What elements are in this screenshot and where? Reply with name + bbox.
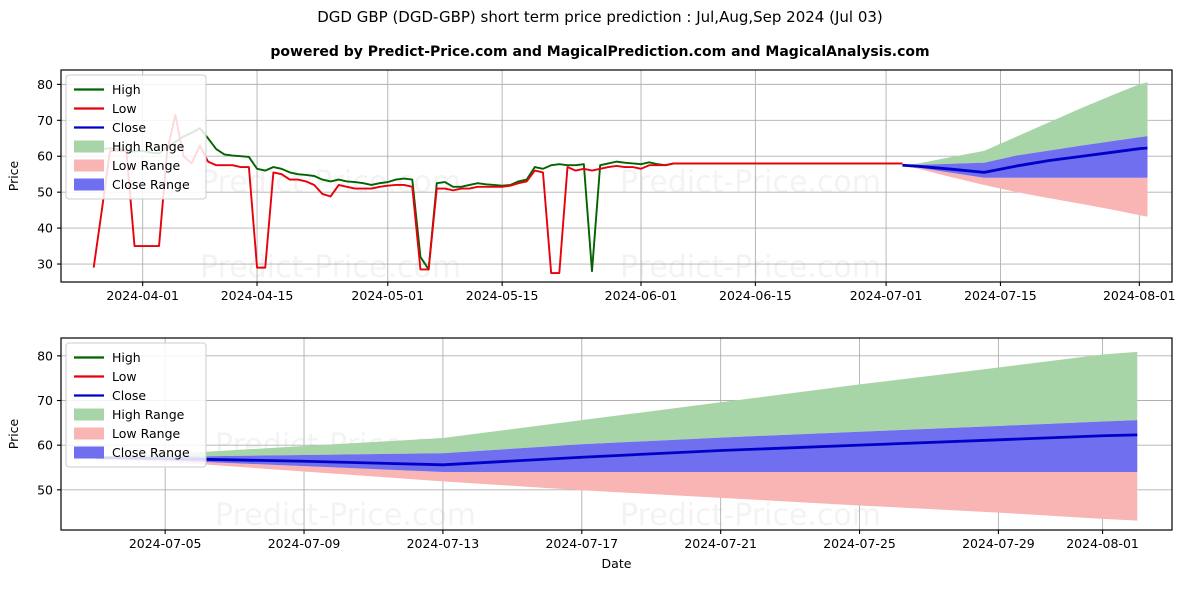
close-series-line bbox=[902, 146, 1148, 174]
legend-item[interactable]: High Range bbox=[74, 407, 185, 422]
y-tick-label: 80 bbox=[37, 77, 53, 92]
x-tick-label: 2024-05-15 bbox=[466, 288, 539, 303]
legend-label: Low bbox=[112, 101, 137, 116]
watermark-text: Predict-Price.com bbox=[200, 250, 461, 285]
plot-frame bbox=[60, 69, 1173, 283]
y-tick-label: 50 bbox=[37, 482, 53, 497]
legend-item[interactable]: High bbox=[74, 350, 141, 365]
legend-item[interactable]: High Range bbox=[74, 139, 185, 154]
close-range-band bbox=[95, 420, 1138, 472]
y-tick-label: 30 bbox=[37, 257, 53, 272]
high-range-band bbox=[902, 82, 1148, 166]
legend-item[interactable]: Close Range bbox=[74, 445, 190, 460]
legend-patch-swatch bbox=[74, 140, 104, 153]
x-tick-label: 2024-06-01 bbox=[605, 288, 678, 303]
legend-item[interactable]: Close bbox=[74, 120, 146, 135]
legend-label: High Range bbox=[112, 407, 185, 422]
legend-label: High bbox=[112, 82, 141, 97]
y-tick-label: 70 bbox=[37, 393, 53, 408]
x-axis-label: Date bbox=[602, 556, 632, 571]
watermark-text: Predict-Price.com bbox=[620, 165, 881, 200]
y-tick-label: 40 bbox=[37, 221, 53, 236]
legend-label: Low Range bbox=[112, 426, 181, 441]
legend-label: Close bbox=[112, 120, 146, 135]
x-tick-label: 2024-07-05 bbox=[129, 536, 202, 551]
y-tick-label: 80 bbox=[37, 348, 53, 363]
forecast-detail-chart: Predict-Price.comPredict-Price.comPredic… bbox=[6, 337, 1173, 571]
legend-label: Close Range bbox=[112, 445, 190, 460]
close-range-band bbox=[902, 136, 1148, 178]
page-subtitle: powered by Predict-Price.com and Magical… bbox=[270, 44, 930, 60]
legend-label: Low Range bbox=[112, 158, 181, 173]
y-tick-label: 60 bbox=[37, 149, 53, 164]
y-tick-label: 70 bbox=[37, 113, 53, 128]
legend-patch-swatch bbox=[74, 446, 104, 459]
x-tick-label: 2024-07-13 bbox=[407, 536, 480, 551]
y-axis-label: Price bbox=[6, 418, 21, 449]
watermark-text: Predict-Price.com bbox=[200, 165, 461, 200]
x-tick-label: 2024-07-25 bbox=[823, 536, 896, 551]
legend-patch-swatch bbox=[74, 159, 104, 172]
x-tick-label: 2024-07-21 bbox=[684, 536, 757, 551]
legend-label: High bbox=[112, 350, 141, 365]
legend-item[interactable]: Low Range bbox=[74, 426, 181, 441]
close-series-line bbox=[95, 433, 1138, 467]
x-tick-label: 2024-07-29 bbox=[962, 536, 1035, 551]
legend-item[interactable]: Low bbox=[74, 101, 137, 116]
x-tick-label: 2024-07-17 bbox=[545, 536, 618, 551]
low-range-band bbox=[902, 165, 1148, 217]
x-tick-label: 2024-05-01 bbox=[351, 288, 424, 303]
legend-item[interactable]: High bbox=[74, 82, 141, 97]
low-range-band bbox=[95, 458, 1138, 521]
overview-chart: Predict-Price.com Predict-Price.com Predic… bbox=[6, 69, 1176, 303]
low-series-line bbox=[92, 113, 903, 274]
y-tick-label: 60 bbox=[37, 438, 53, 453]
x-tick-label: 2024-04-01 bbox=[106, 288, 179, 303]
x-tick-label: 2024-07-09 bbox=[268, 536, 341, 551]
legend-item[interactable]: Low Range bbox=[74, 158, 181, 173]
watermark-text: Predict-Price.com bbox=[215, 498, 476, 533]
legend-label: Close Range bbox=[112, 177, 190, 192]
x-tick-label: 2024-07-15 bbox=[964, 288, 1037, 303]
page-title: DGD GBP (DGD-GBP) short term price predi… bbox=[317, 8, 883, 26]
x-tick-label: 2024-08-01 bbox=[1103, 288, 1176, 303]
plot-frame bbox=[60, 337, 1173, 531]
legend-item[interactable]: Close Range bbox=[74, 177, 190, 192]
legend-patch-swatch bbox=[74, 408, 104, 421]
legend-label: High Range bbox=[112, 139, 185, 154]
x-tick-label: 2024-07-01 bbox=[850, 288, 923, 303]
x-tick-label: 2024-08-01 bbox=[1066, 536, 1139, 551]
y-tick-label: 50 bbox=[37, 185, 53, 200]
legend-item[interactable]: Close bbox=[74, 388, 146, 403]
x-tick-label: 2024-04-15 bbox=[221, 288, 294, 303]
legend-label: Low bbox=[112, 369, 137, 384]
watermark-text: Predict-Price.com bbox=[620, 250, 881, 285]
legend-patch-swatch bbox=[74, 178, 104, 191]
y-axis-label: Price bbox=[6, 160, 21, 191]
high-range-band bbox=[95, 351, 1138, 458]
legend-item[interactable]: Low bbox=[74, 369, 137, 384]
legend-label: Close bbox=[112, 388, 146, 403]
legend-patch-swatch bbox=[74, 427, 104, 440]
x-tick-label: 2024-06-15 bbox=[719, 288, 792, 303]
